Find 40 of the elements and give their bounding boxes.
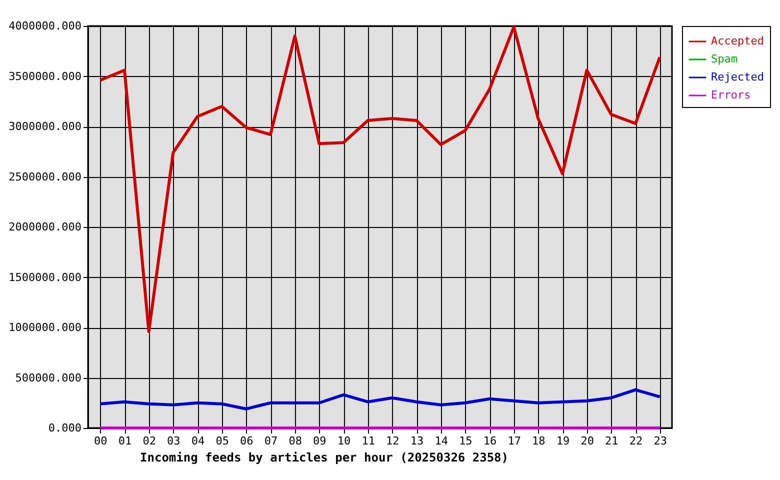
y-tick-label: 3500000.000 [8,70,82,83]
x-tick-label: 13 [410,434,424,448]
x-tick-label: 18 [532,434,546,448]
y-tick-label: 3000000.000 [8,120,82,133]
x-tick-label: 22 [629,434,643,448]
legend-label: Accepted [711,34,764,48]
x-tick-label: 03 [167,434,180,448]
x-tick-label: 01 [118,434,132,448]
line-series [98,26,662,334]
x-tick-label: 10 [337,434,351,448]
y-tick-label: 1500000.000 [8,270,82,284]
legend-label: Rejected [711,70,764,84]
line-series [98,388,662,410]
x-tick-label: 05 [216,434,229,448]
x-axis-title: Incoming feeds by articles per hour (20250326 2358) [140,450,508,464]
legend-label: Errors [711,88,751,102]
x-tick-label: 07 [264,434,278,448]
y-tick-label: 2000000.000 [8,220,82,234]
x-tick-label: 20 [580,434,594,448]
legend-label: Spam [711,52,738,66]
x-tick-label: 11 [362,434,375,448]
y-tick-label: 4000000.000 [8,20,82,32]
x-tick-label: 12 [386,434,400,448]
x-tick-label: 08 [288,434,302,448]
x-tick-label: 19 [556,434,570,448]
x-tick-label: 02 [142,434,156,448]
x-tick-label: 06 [240,434,254,448]
x-tick-label: 00 [94,434,108,448]
x-tick-label: 17 [508,434,521,448]
y-tick-label: 500000.000 [15,371,82,384]
x-tick-label: 09 [313,434,326,448]
x-tick-label: 14 [434,434,448,448]
x-tick-label: 15 [459,434,472,448]
x-tick-label: 16 [483,434,497,448]
x-tick-label: 04 [191,434,205,448]
x-tick-label: 23 [654,434,667,448]
x-tick-label: 21 [605,434,618,448]
y-tick-label: 0.000 [48,422,82,434]
y-tick-label: 1000000.000 [8,321,82,334]
y-tick-label: 2500000.000 [8,170,82,184]
